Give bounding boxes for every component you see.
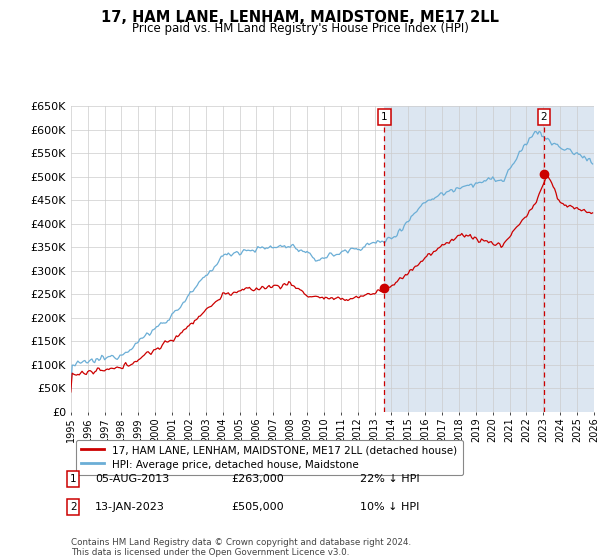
Bar	[385, 106, 600, 412]
Text: 05-AUG-2013: 05-AUG-2013	[95, 474, 169, 484]
Legend: 17, HAM LANE, LENHAM, MAIDSTONE, ME17 2LL (detached house), HPI: Average price, : 17, HAM LANE, LENHAM, MAIDSTONE, ME17 2L…	[76, 440, 463, 475]
Text: 17, HAM LANE, LENHAM, MAIDSTONE, ME17 2LL: 17, HAM LANE, LENHAM, MAIDSTONE, ME17 2L…	[101, 10, 499, 25]
Text: 22% ↓ HPI: 22% ↓ HPI	[360, 474, 419, 484]
Text: 1: 1	[381, 112, 388, 122]
Text: 1: 1	[70, 474, 77, 484]
Text: 2: 2	[541, 112, 547, 122]
Text: 2: 2	[70, 502, 77, 512]
Text: 13-JAN-2023: 13-JAN-2023	[95, 502, 164, 512]
Text: Contains HM Land Registry data © Crown copyright and database right 2024.
This d: Contains HM Land Registry data © Crown c…	[71, 538, 411, 557]
Text: Price paid vs. HM Land Registry's House Price Index (HPI): Price paid vs. HM Land Registry's House …	[131, 22, 469, 35]
Text: £505,000: £505,000	[231, 502, 284, 512]
Text: 10% ↓ HPI: 10% ↓ HPI	[360, 502, 419, 512]
Text: £263,000: £263,000	[231, 474, 284, 484]
